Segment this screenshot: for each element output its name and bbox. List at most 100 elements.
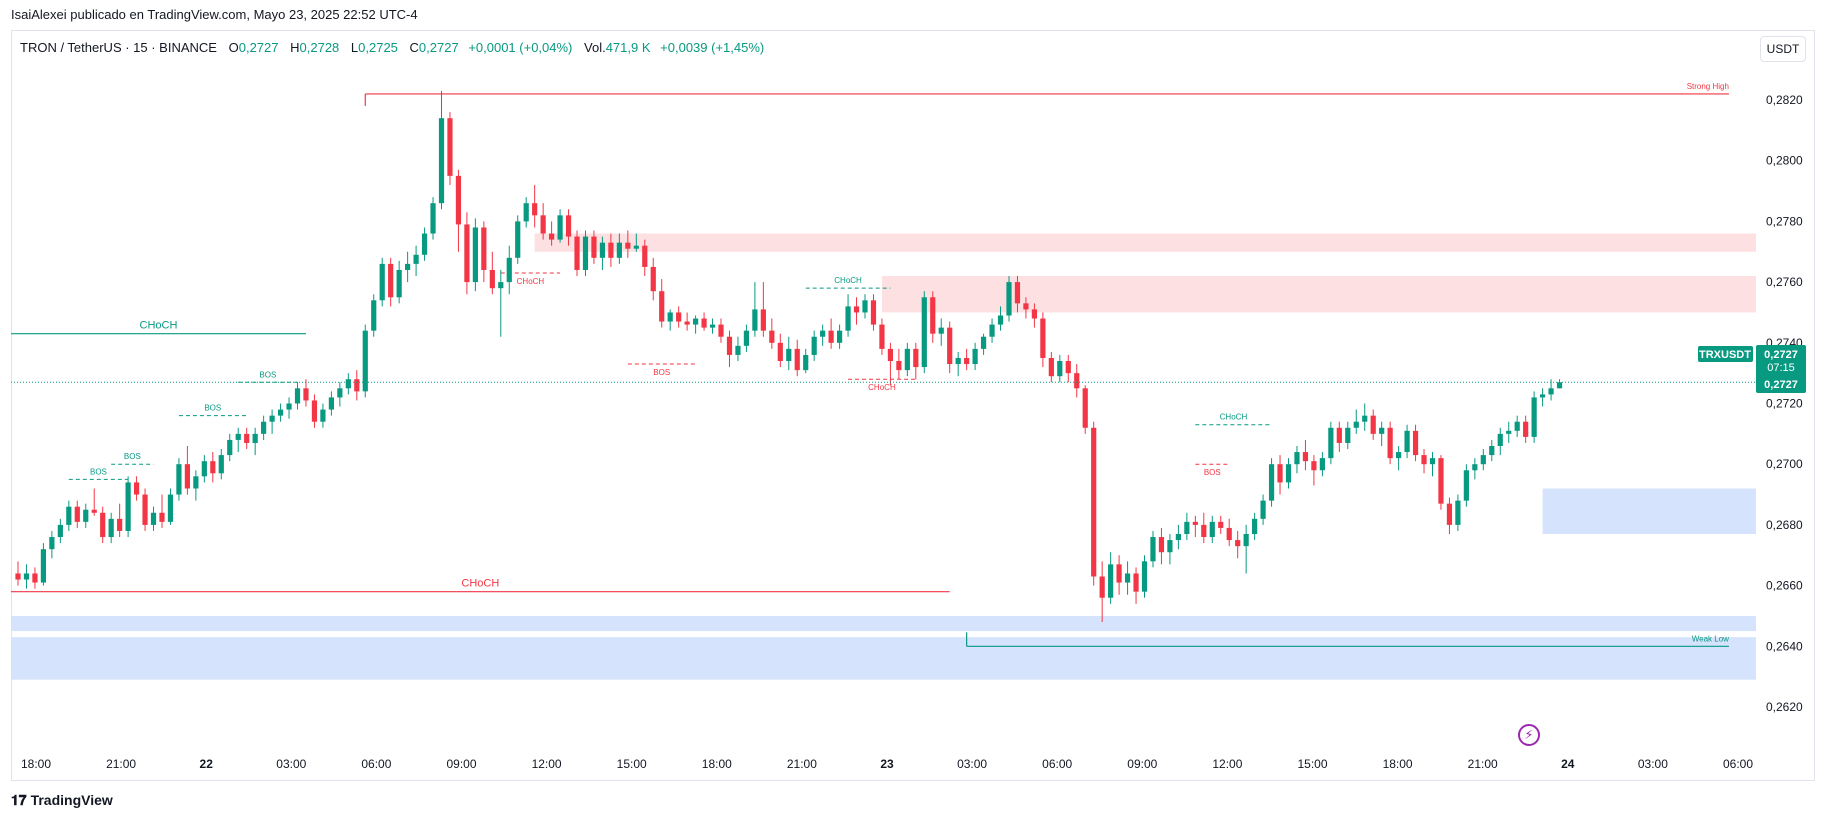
candle	[523, 203, 529, 222]
candle	[1412, 430, 1419, 456]
candle	[1556, 382, 1563, 389]
candle	[777, 342, 783, 362]
candle	[904, 348, 910, 371]
candle	[159, 512, 165, 522]
candle	[40, 549, 47, 583]
candle	[218, 455, 224, 474]
currency-button[interactable]: USDT	[1760, 36, 1806, 62]
candle	[1429, 458, 1436, 465]
candle	[650, 266, 656, 292]
structure-label: CHoCH	[868, 383, 896, 392]
candle	[472, 227, 478, 283]
candle	[1091, 427, 1097, 577]
last-price-tag	[1756, 345, 1806, 393]
y-tick-label: 0,2680	[1766, 518, 1803, 532]
candle	[870, 300, 877, 325]
x-tick-label: 12:00	[532, 757, 562, 771]
candle	[1387, 427, 1393, 459]
candle	[879, 324, 885, 349]
candle	[1404, 430, 1410, 453]
candle	[117, 518, 123, 531]
structure-label: BOS	[653, 368, 670, 377]
candle	[549, 233, 555, 240]
candle	[23, 573, 30, 580]
tradingview-brand[interactable]: 𝟏𝟕 TradingView	[11, 792, 113, 809]
tradingview-logo-icon: 𝟏𝟕	[11, 792, 27, 808]
candle	[1040, 318, 1046, 358]
candle	[760, 309, 766, 331]
candle	[1141, 561, 1148, 592]
candle	[1421, 455, 1427, 465]
candle	[320, 409, 326, 422]
supply-zone	[881, 276, 1756, 313]
candle	[752, 309, 758, 331]
candle	[1506, 430, 1512, 434]
candle	[930, 297, 936, 334]
x-tick-label: 06:00	[1723, 757, 1753, 771]
candle	[388, 263, 394, 298]
y-tick-label: 0,2620	[1766, 700, 1803, 714]
candle	[1463, 470, 1469, 501]
candle	[481, 227, 487, 270]
candle	[811, 336, 817, 355]
candle	[557, 215, 563, 240]
candle	[244, 433, 250, 443]
low-value: 0,2725	[358, 40, 398, 55]
symbol-tag-label: TRXUSDT	[1699, 349, 1751, 361]
candle	[1353, 421, 1359, 428]
candle	[718, 324, 724, 337]
structure-label: CHoCH	[461, 578, 499, 590]
candle	[1252, 518, 1258, 535]
structure-label: CHoCH	[140, 320, 178, 332]
symbol-title[interactable]: TRON / TetherUS · 15 · BINANCE	[20, 40, 217, 55]
candle	[125, 482, 131, 531]
x-tick-label: 18:00	[702, 757, 732, 771]
candle	[405, 263, 411, 270]
y-tick-label: 0,2760	[1766, 275, 1803, 289]
structure-label: BOS	[204, 404, 221, 413]
candle	[1294, 452, 1300, 465]
candle	[1065, 361, 1071, 374]
structure-label: Weak Low	[1692, 634, 1729, 643]
candle	[303, 388, 309, 401]
candle	[591, 236, 597, 258]
candle	[1184, 521, 1190, 535]
candle	[1336, 427, 1342, 443]
candle	[142, 494, 148, 525]
candle	[582, 236, 589, 270]
candle	[277, 409, 284, 416]
candle	[1175, 534, 1181, 541]
candle	[49, 537, 55, 550]
candle	[261, 421, 267, 434]
candle	[252, 433, 258, 443]
candle	[430, 203, 436, 234]
candle	[1099, 576, 1105, 598]
high-label: H	[290, 40, 300, 55]
candle	[294, 388, 301, 404]
candle	[167, 494, 174, 522]
candle	[1268, 464, 1275, 501]
lightning-icon[interactable]: ⚡	[1518, 724, 1540, 746]
x-tick-label: 12:00	[1212, 757, 1242, 771]
candle	[599, 242, 606, 258]
countdown-label: 07:15	[1767, 362, 1795, 374]
candle	[15, 573, 21, 580]
candle	[1362, 415, 1368, 422]
candle	[1540, 394, 1546, 398]
candle	[1396, 452, 1402, 459]
candle	[311, 400, 318, 422]
close-value: 0,2727	[418, 40, 459, 55]
candle	[642, 245, 648, 267]
candle	[438, 118, 445, 204]
x-tick-label: 23	[880, 757, 894, 771]
candle	[1497, 433, 1503, 446]
candle	[1082, 388, 1088, 428]
candle	[659, 291, 665, 322]
candle	[1548, 388, 1554, 395]
candle	[337, 388, 343, 398]
candle	[328, 397, 334, 410]
x-tick-label: 18:00	[21, 757, 51, 771]
candle	[108, 518, 114, 538]
candle	[820, 330, 826, 337]
